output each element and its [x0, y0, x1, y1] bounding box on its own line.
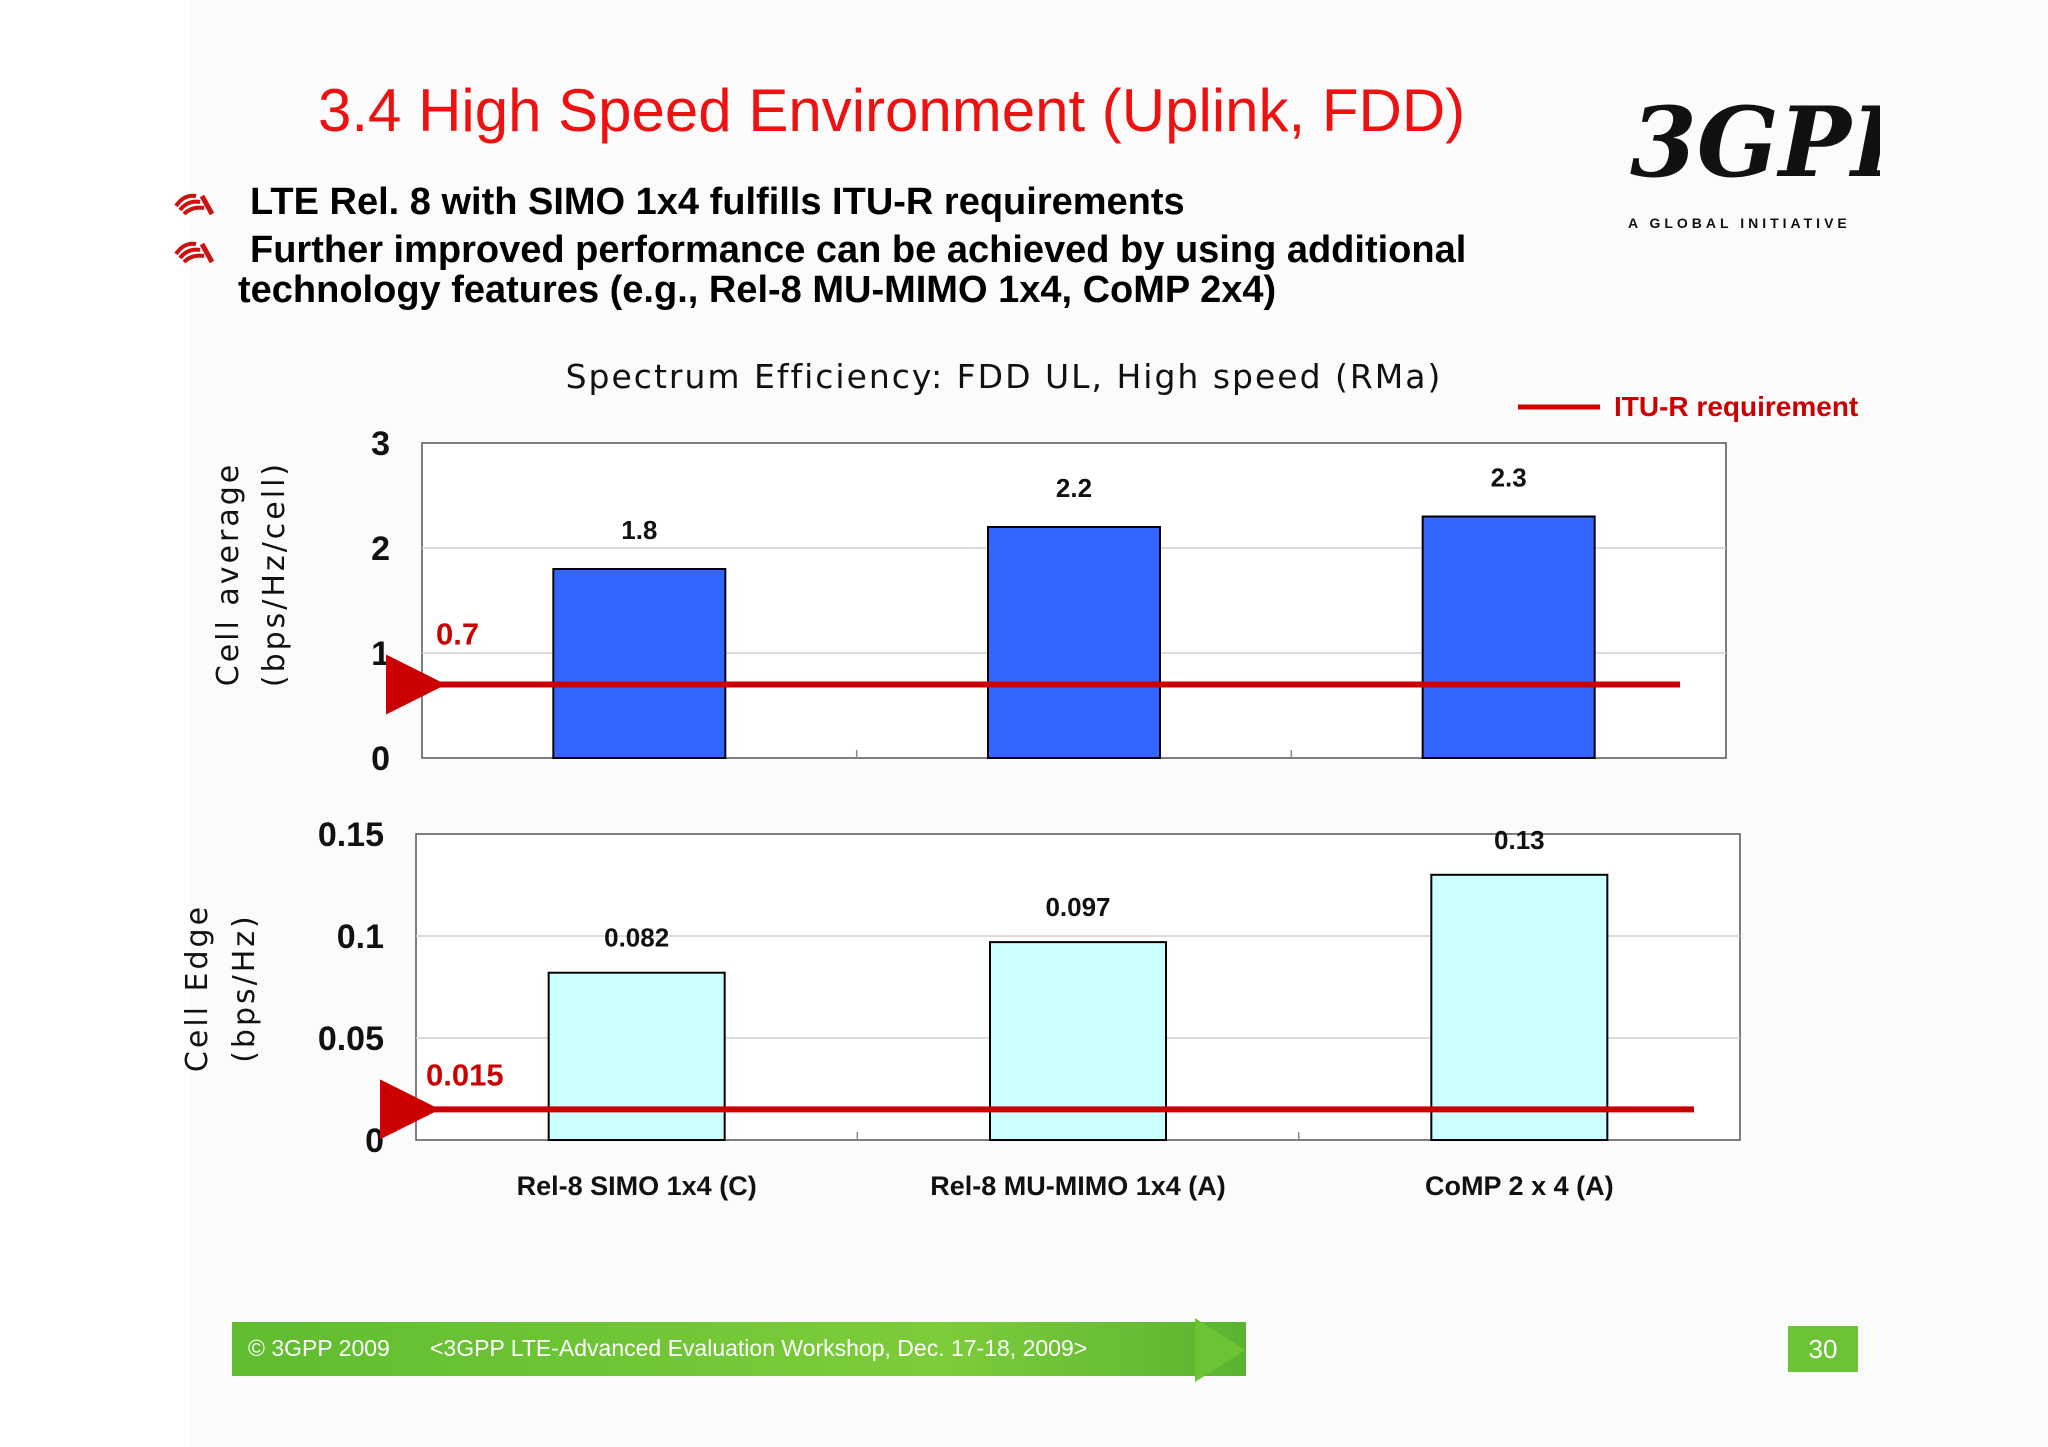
bullet-list: LTE Rel. 8 with SIMO 1x4 fulfills ITU-R …	[168, 182, 1568, 310]
y-tick-label: 3	[371, 425, 390, 463]
bar	[1430, 873, 1609, 1141]
bullet-icon	[174, 193, 214, 216]
data-label: 0.097	[1045, 892, 1110, 922]
footer-event: <3GPP LTE-Advanced Evaluation Workshop, …	[430, 1335, 1088, 1361]
y-tick-label: 0	[365, 1122, 384, 1160]
chart-title: Spectrum Efficiency: FDD UL, High speed …	[566, 357, 1443, 396]
requirement-value-label: 0.015	[426, 1057, 504, 1092]
bullet-text: Further improved performance can be achi…	[250, 229, 1467, 271]
category-label: Rel-8 MU-MIMO 1x4 (A)	[930, 1171, 1226, 1201]
footer-arrow	[1195, 1318, 1245, 1382]
y-tick-label: 0	[371, 740, 390, 778]
y-tick-label: 0.05	[318, 1020, 384, 1058]
bar	[547, 971, 726, 1141]
data-label: 2.3	[1491, 463, 1527, 493]
bullet-text: LTE Rel. 8 with SIMO 1x4 fulfills ITU-R …	[250, 181, 1185, 223]
logo-tagline: A GLOBAL INITIATIVE	[1628, 215, 1851, 231]
data-label: 0.082	[604, 923, 669, 953]
y-tick-label: 0.15	[318, 816, 384, 854]
y-tick-label: 1	[371, 635, 390, 673]
bar	[987, 526, 1161, 759]
bullet-text-continuation: technology features (e.g., Rel-8 MU-MIMO…	[238, 269, 1277, 311]
requirement-value-label: 0.7	[436, 617, 479, 652]
bullet-item: Further improved performance can be achi…	[168, 230, 1568, 310]
bar	[1421, 515, 1596, 759]
data-label: 2.2	[1056, 473, 1092, 503]
y-axis-label: Cell average	[211, 462, 246, 686]
legend-label: ITU-R requirement	[1614, 391, 1858, 422]
data-label: 0.13	[1494, 825, 1545, 855]
y-tick-label: 0.1	[337, 918, 384, 956]
slide-title: 3.4 High Speed Environment (Uplink, FDD)	[318, 77, 1466, 144]
y-axis-label: Cell Edge	[180, 904, 215, 1072]
footer-bar	[232, 1322, 1246, 1376]
bar	[552, 568, 727, 759]
y-tick-label: 2	[371, 530, 390, 568]
category-label: CoMP 2 x 4 (A)	[1425, 1171, 1614, 1201]
data-label: 1.8	[621, 515, 657, 545]
page-number: 30	[1788, 1326, 1858, 1372]
footer-copyright: © 3GPP 2009	[248, 1335, 390, 1361]
y-axis-label-unit: (bps/Hz)	[227, 913, 262, 1063]
y-axis-label-unit: (bps/Hz/cell)	[257, 461, 292, 687]
bullet-icon	[174, 241, 214, 264]
bullet-item: LTE Rel. 8 with SIMO 1x4 fulfills ITU-R …	[168, 182, 1568, 222]
category-label: Rel-8 SIMO 1x4 (C)	[517, 1171, 757, 1201]
svg-text:3GPP: 3GPP	[1630, 86, 1880, 199]
3gpp-logo: 3GPP	[1630, 86, 1880, 199]
